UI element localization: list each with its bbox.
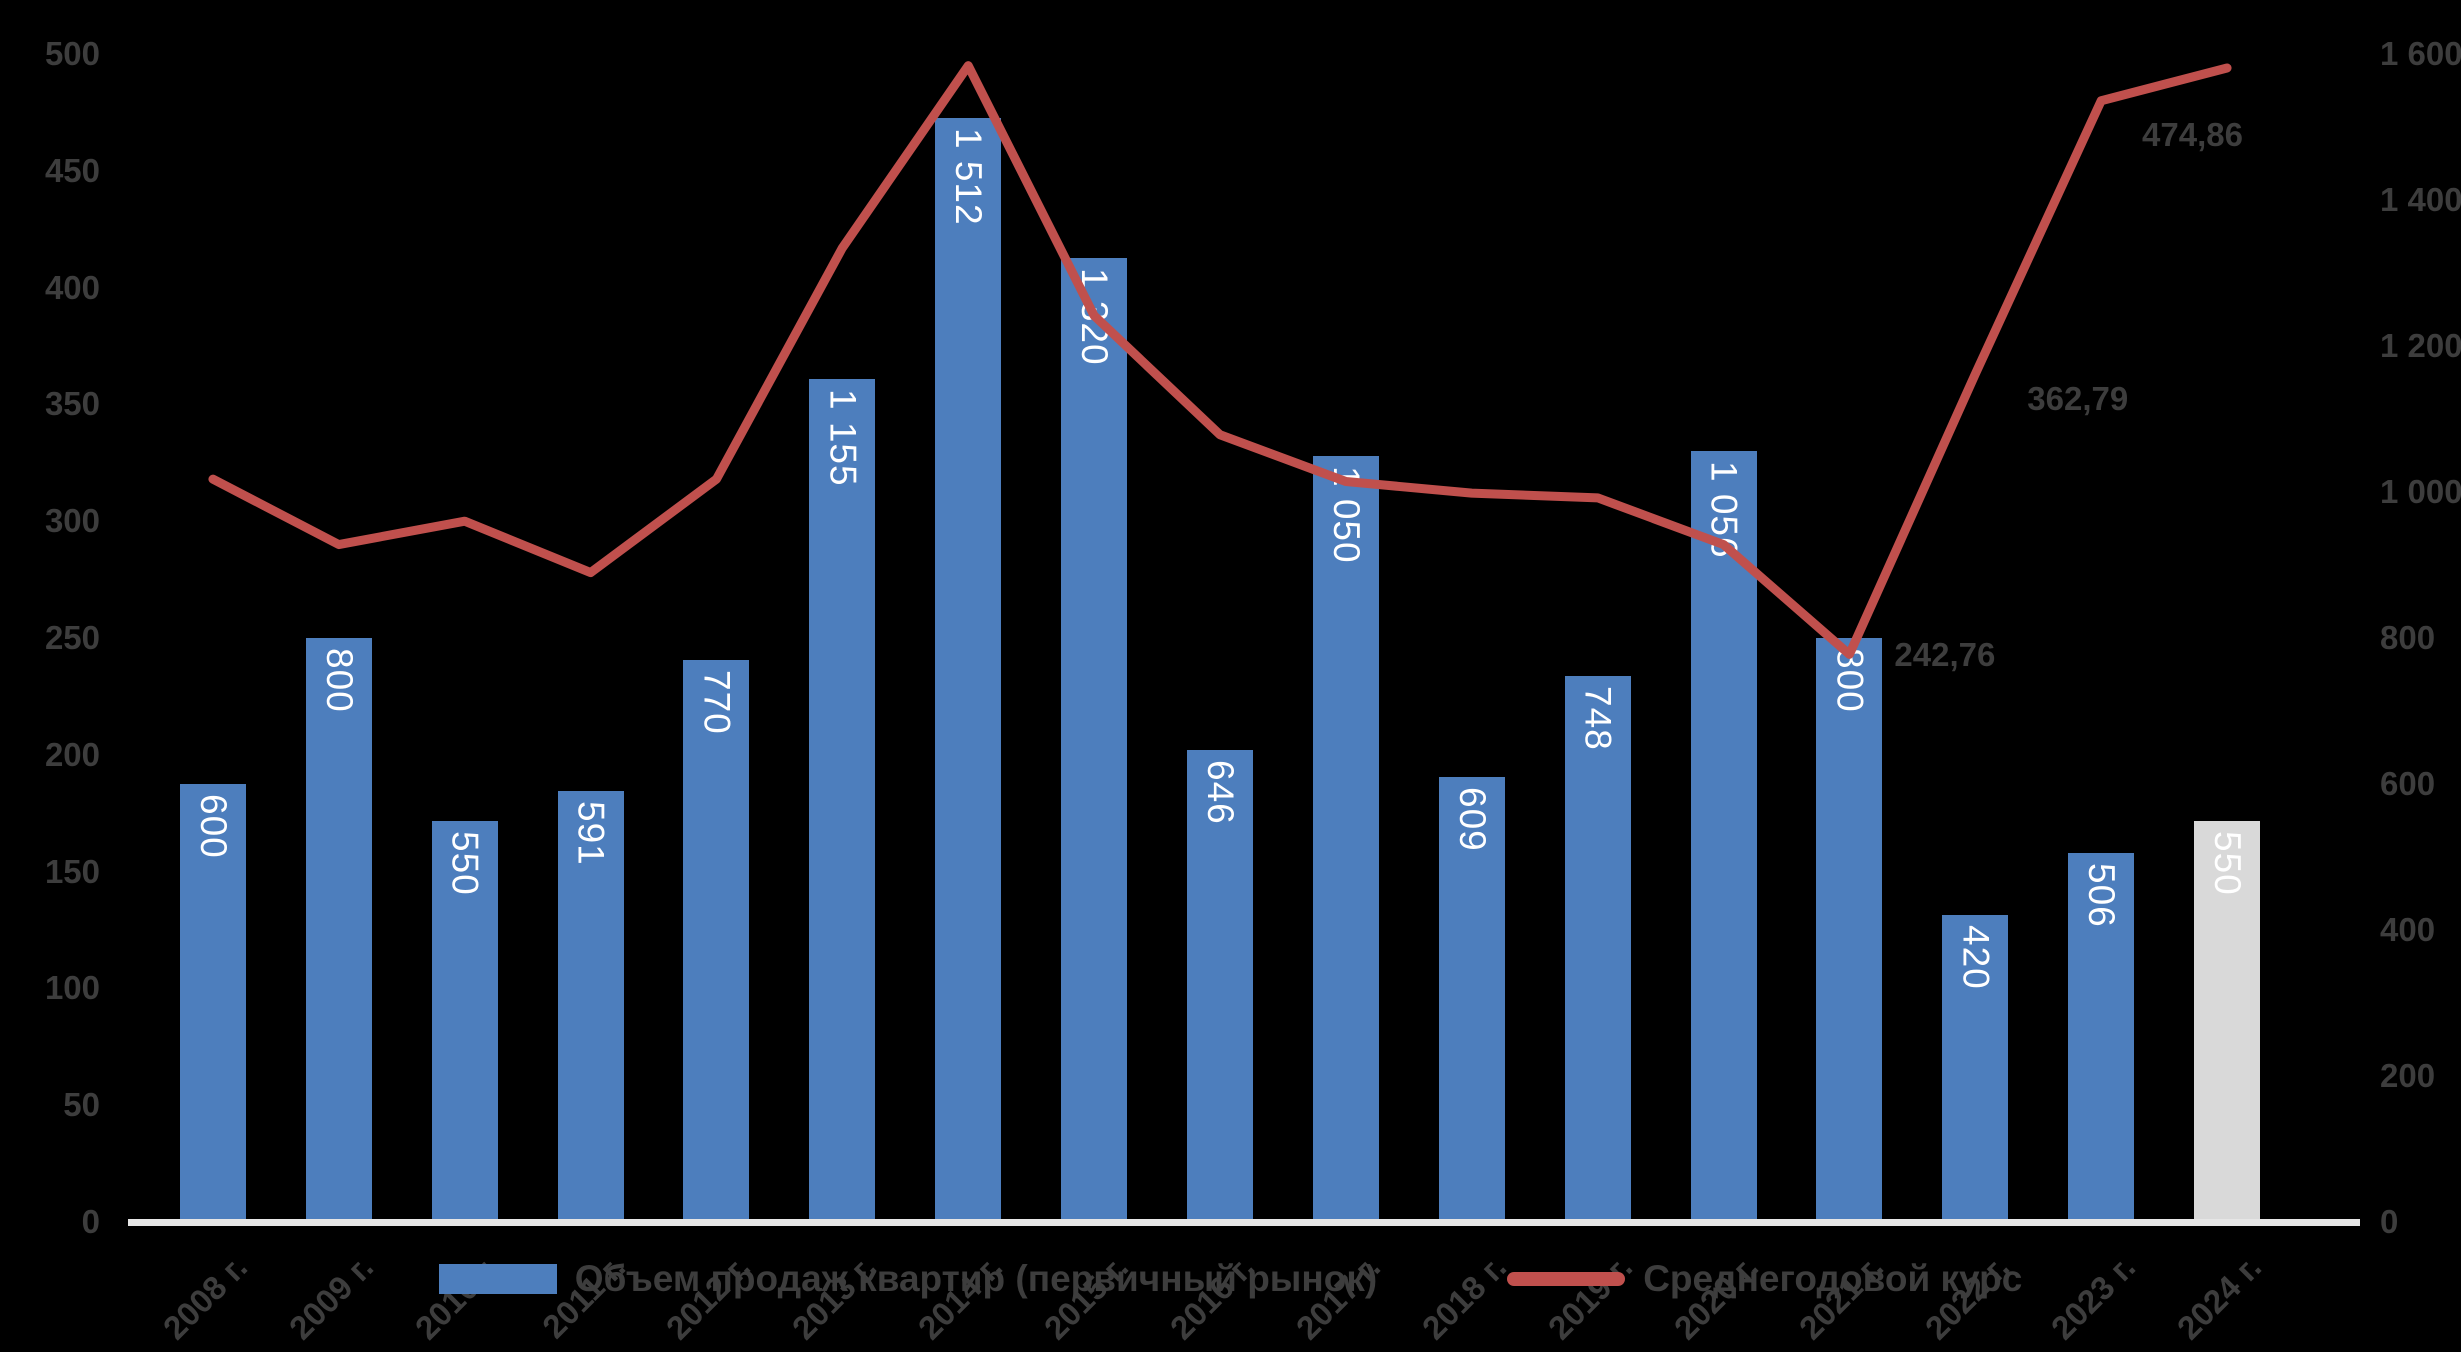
bar: 591 [557, 790, 624, 1222]
bar: 800 [305, 638, 372, 1222]
line-point-label: 474,86 [2142, 116, 2243, 154]
bar: 609 [1438, 777, 1505, 1222]
bar: 800 [1816, 638, 1883, 1222]
bar-series-legend-label: Объем продаж квартир (первичный рынок) [574, 1258, 1378, 1299]
line-series-legend-label: Среднегодовой курс [1643, 1258, 2023, 1299]
right-axis-tick: 0 [2380, 1203, 2399, 1240]
left-axis-tick: 300 [44, 502, 100, 540]
bar-value-label: 800 [318, 648, 360, 713]
left-axis-tick: 0 [81, 1203, 100, 1240]
x-axis-line [128, 1219, 2360, 1226]
rate-line [208, 61, 2232, 659]
bar: 1 155 [809, 378, 876, 1222]
bar: 1 512 [935, 118, 1002, 1222]
bar: 420 [1942, 915, 2009, 1222]
bar-value-label: 550 [2207, 830, 2249, 896]
right-axis-tick: 1 600 [2380, 35, 2461, 72]
bar-value-label: 748 [1577, 685, 1619, 751]
bar-value-label: 646 [1200, 760, 1241, 826]
bar-value-label: 1 155 [822, 388, 864, 487]
bar: 770 [683, 659, 750, 1222]
bar: 1 056 [1690, 451, 1757, 1222]
bar-series-swatch [438, 1264, 557, 1294]
bar-value-label: 591 [570, 800, 612, 866]
legend: Объем продаж квартир (первичный рынок) С… [0, 1258, 2461, 1300]
bar-value-label: 609 [1451, 787, 1493, 853]
left-axis-tick: 50 [63, 1086, 100, 1124]
right-axis-tick: 1 400 [2380, 181, 2461, 218]
left-axis-tick: 100 [44, 969, 100, 1007]
bar-value-label: 420 [1955, 925, 1997, 991]
left-axis-tick: 250 [44, 619, 100, 656]
bar-value-label: 800 [1829, 648, 1871, 713]
left-axis-tick: 200 [44, 735, 100, 773]
bar: 550 [431, 820, 498, 1222]
right-axis-tick: 200 [2380, 1057, 2436, 1094]
bar-value-label: 600 [192, 794, 234, 859]
bar-value-label: 1 320 [1074, 268, 1116, 366]
bar-value-label: 770 [696, 669, 738, 735]
left-axis-tick: 450 [44, 151, 100, 189]
right-axis-tick: 600 [2380, 765, 2436, 802]
bar-value-label: 1 050 [1325, 465, 1367, 564]
legend-item-bars: Объем продаж квартир (первичный рынок) [438, 1258, 1378, 1300]
line-point-label: 242,76 [1894, 636, 1996, 674]
left-axis-tick: 400 [44, 268, 100, 306]
bar: 1 320 [1061, 258, 1128, 1222]
legend-item-line: Среднегодовой курс [1507, 1258, 2022, 1300]
left-axis-tick: 500 [44, 35, 100, 72]
bar-forecast: 550 [2194, 820, 2261, 1222]
bar: 506 [2068, 852, 2135, 1222]
left-axis-tick: 150 [44, 852, 100, 890]
bar-value-label: 1 056 [1703, 461, 1745, 559]
bar-value-label: 506 [2081, 862, 2123, 928]
bar: 600 [179, 784, 246, 1222]
bar: 748 [1564, 675, 1631, 1222]
right-axis-tick: 1 000 [2380, 473, 2461, 510]
bar: 646 [1187, 750, 1253, 1222]
bar-value-label: 1 512 [948, 128, 990, 226]
bar: 1 050 [1312, 455, 1379, 1222]
line-series-swatch [1507, 1272, 1626, 1286]
right-axis-tick: 1 200 [2380, 327, 2461, 364]
line-point-label: 362,79 [2027, 380, 2129, 418]
bar-value-label: 550 [444, 830, 486, 896]
right-axis-tick: 800 [2380, 619, 2436, 656]
right-axis-tick: 400 [2380, 911, 2436, 948]
left-axis-tick: 350 [44, 385, 100, 423]
